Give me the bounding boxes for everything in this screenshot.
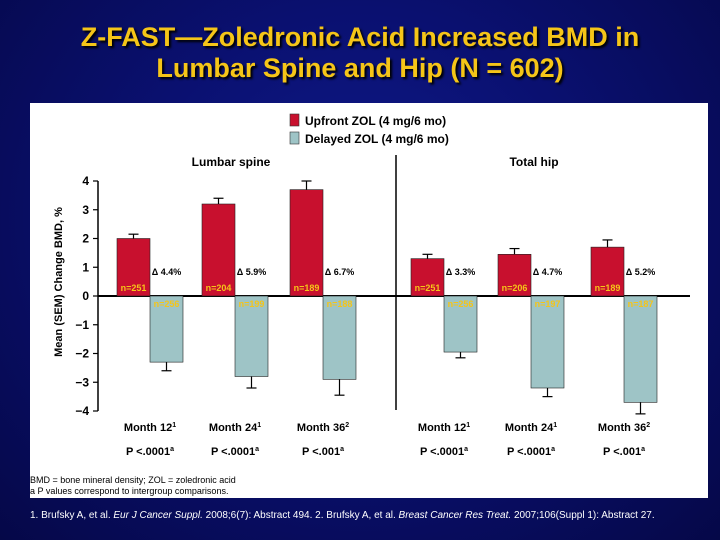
month-label: Month 241 bbox=[505, 422, 557, 434]
delta-label: Δ 5.9% bbox=[237, 267, 266, 277]
y-tick-label: 2 bbox=[82, 232, 89, 246]
y-tick-label: 0 bbox=[82, 289, 89, 303]
p-value-label: P <.001a bbox=[302, 446, 344, 458]
footnote-pvalues: a P values correspond to intergroup comp… bbox=[30, 486, 229, 496]
month-label: Month 362 bbox=[598, 422, 650, 434]
y-axis-label: Mean (SEM) Change BMD, % bbox=[53, 207, 65, 357]
bar-delayed bbox=[234, 295, 269, 377]
p-value-label: P <.001a bbox=[603, 446, 645, 458]
bar-upfront bbox=[289, 189, 324, 297]
n-label-upfront: n=251 bbox=[121, 283, 147, 293]
bar-upfront bbox=[116, 238, 151, 297]
bar-delayed bbox=[322, 295, 357, 380]
delta-label: Δ 6.7% bbox=[325, 267, 354, 277]
n-label-delayed: n=197 bbox=[535, 299, 561, 309]
month-label: Month 121 bbox=[418, 422, 470, 434]
bar-delayed bbox=[623, 295, 658, 403]
bar-upfront bbox=[590, 246, 625, 297]
n-label-upfront: n=206 bbox=[502, 283, 528, 293]
reference-1-details: 2008;6(7): Abstract 494. 2. Brufsky A, e… bbox=[202, 510, 399, 521]
p-value-label: P <.0001a bbox=[507, 446, 555, 458]
n-label-upfront: n=189 bbox=[294, 283, 320, 293]
reference-2-details: 2007;106(Suppl 1): Abstract 27. bbox=[511, 510, 655, 521]
bar-upfront bbox=[410, 258, 445, 297]
p-value-label: P <.0001a bbox=[211, 446, 259, 458]
reference-2-journal: Breast Cancer Res Treat. bbox=[398, 510, 512, 521]
legend-label-upfront: Upfront ZOL (4 mg/6 mo) bbox=[305, 114, 446, 128]
panel-title: Lumbar spine bbox=[192, 155, 271, 169]
y-tick-label: −1 bbox=[75, 318, 89, 332]
slide-title: Z-FAST—Zoledronic Acid Increased BMD in … bbox=[0, 22, 720, 84]
footnote-abbreviations: BMD = bone mineral density; ZOL = zoledr… bbox=[30, 475, 236, 485]
n-label-upfront: n=251 bbox=[415, 283, 441, 293]
bar-delayed bbox=[443, 295, 478, 353]
n-label-delayed: n=188 bbox=[327, 299, 353, 309]
chart-panel bbox=[30, 103, 708, 498]
y-tick-label: 4 bbox=[82, 174, 89, 188]
month-label: Month 362 bbox=[297, 422, 349, 434]
bar-upfront bbox=[201, 203, 236, 297]
y-tick-label: 3 bbox=[82, 203, 89, 217]
title-line-2: Lumbar Spine and Hip (N = 602) bbox=[156, 53, 564, 83]
delta-label: Δ 5.2% bbox=[626, 267, 655, 277]
y-tick-label: −4 bbox=[75, 404, 89, 418]
legend-swatch-delayed bbox=[289, 131, 300, 145]
reference-1-journal: Eur J Cancer Suppl. bbox=[113, 510, 203, 521]
month-label: Month 121 bbox=[124, 422, 176, 434]
n-label-delayed: n=256 bbox=[154, 299, 180, 309]
bar-delayed bbox=[149, 295, 184, 363]
footnotes: BMD = bone mineral density; ZOL = zoledr… bbox=[30, 475, 708, 497]
y-tick-label: −2 bbox=[75, 347, 89, 361]
delta-label: Δ 4.7% bbox=[533, 267, 562, 277]
p-value-label: P <.0001a bbox=[420, 446, 468, 458]
y-tick-label: 1 bbox=[82, 260, 89, 274]
references: 1. Brufsky A, et al. Eur J Cancer Suppl.… bbox=[30, 510, 720, 521]
p-value-label: P <.0001a bbox=[126, 446, 174, 458]
delta-label: Δ 3.3% bbox=[446, 267, 475, 277]
delta-label: Δ 4.4% bbox=[152, 267, 181, 277]
n-label-upfront: n=204 bbox=[206, 283, 232, 293]
title-line-1: Z-FAST—Zoledronic Acid Increased BMD in bbox=[80, 22, 640, 52]
n-label-delayed: n=256 bbox=[448, 299, 474, 309]
reference-1-authors: 1. Brufsky A, et al. bbox=[30, 510, 114, 521]
panel-title: Total hip bbox=[509, 155, 558, 169]
n-label-delayed: n=187 bbox=[628, 299, 654, 309]
legend-swatch-upfront bbox=[289, 113, 300, 127]
y-tick-label: −3 bbox=[75, 375, 89, 389]
legend-label-delayed: Delayed ZOL (4 mg/6 mo) bbox=[305, 132, 449, 146]
n-label-upfront: n=189 bbox=[595, 283, 621, 293]
n-label-delayed: n=199 bbox=[239, 299, 265, 309]
month-label: Month 241 bbox=[209, 422, 261, 434]
bar-delayed bbox=[530, 295, 565, 389]
